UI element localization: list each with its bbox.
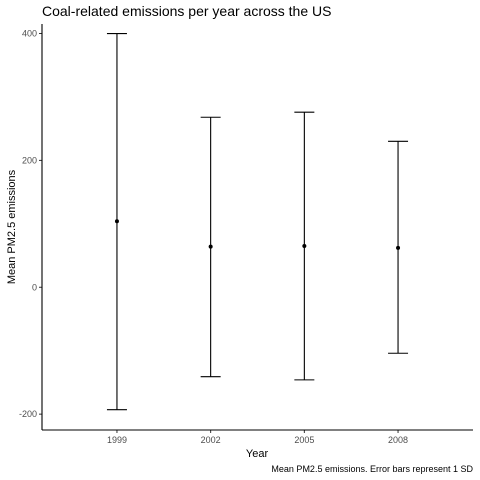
- x-tick-label: 2002: [201, 435, 221, 445]
- mean-point-2002: [208, 244, 213, 249]
- x-axis-ticks: 1999 2002 2005 2008: [107, 430, 408, 445]
- x-tick-label: 1999: [107, 435, 127, 445]
- y-axis-title: Mean PM2.5 emissions: [6, 169, 18, 284]
- x-tick-label: 2008: [388, 435, 408, 445]
- y-tick-label: 200: [22, 155, 37, 165]
- chart-title: Coal-related emissions per year across t…: [42, 3, 331, 19]
- mean-point-1999: [114, 219, 119, 224]
- mean-point-2005: [302, 244, 307, 249]
- error-bars: [106, 32, 409, 411]
- x-axis-title: Year: [246, 448, 269, 460]
- y-tick-label: 400: [22, 29, 37, 39]
- chart-caption: Mean PM2.5 emissions. Error bars represe…: [271, 464, 473, 474]
- y-tick-label: 0: [32, 282, 37, 292]
- x-tick-label: 2005: [294, 435, 314, 445]
- y-tick-label: -200: [19, 409, 37, 419]
- mean-point-2008: [396, 245, 401, 250]
- y-axis-ticks: -200 0 200 400: [19, 29, 42, 419]
